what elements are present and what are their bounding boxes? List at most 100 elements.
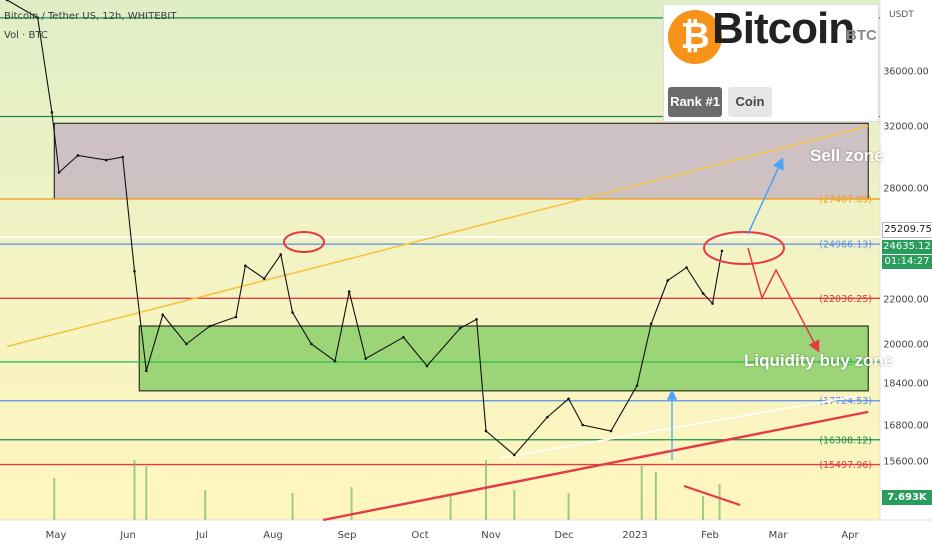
y-tick-label: 22000.00 [883, 295, 928, 306]
current-price-label: 24635.12 [882, 240, 932, 254]
x-tick-label: Mar [769, 530, 789, 541]
sell-zone-box [53, 122, 869, 200]
coin-type-badge: Coin [728, 87, 772, 117]
volume-bar [145, 466, 148, 520]
price-point [475, 317, 478, 321]
rank-badge: Rank #1 [668, 87, 722, 117]
currency-label: USDT [889, 10, 914, 20]
price-point [244, 264, 247, 268]
y-tick-label: 28000.00 [883, 184, 928, 195]
price-point [57, 171, 61, 174]
level-label: (19263.96) [819, 357, 872, 368]
price-point [701, 292, 705, 295]
price-point [5, 0, 9, 2]
volume-bar [204, 490, 207, 520]
price-point [234, 315, 238, 319]
price-point [291, 311, 294, 314]
price-point [649, 322, 653, 326]
price-point [104, 158, 108, 162]
price-point [279, 253, 283, 256]
price-point [581, 423, 585, 427]
x-tick-label: Apr [841, 530, 859, 541]
volume-title: Vol · BTC [4, 30, 48, 41]
volume-bar [567, 493, 570, 520]
level-label: (15497.96) [819, 460, 872, 471]
price-point [402, 335, 405, 339]
price-point [546, 415, 549, 419]
price-point [609, 429, 613, 433]
x-tick-label: Aug [263, 530, 283, 541]
buy-zone-label: Liquidity buy zone [744, 351, 894, 370]
bitcoin-icon: ₿ [668, 10, 722, 64]
trendline-inner-support [500, 395, 857, 459]
volume-bar [513, 490, 516, 520]
volume-bar [291, 493, 294, 520]
price-point [161, 313, 165, 317]
price-point [567, 397, 570, 401]
price-point [425, 364, 429, 368]
y-tick-label: 18400.00 [883, 379, 928, 390]
up-arrow [747, 157, 784, 235]
x-tick-label: May [46, 530, 67, 541]
price-point [458, 326, 462, 330]
trendline-support [322, 410, 869, 522]
level-label: (22036.25) [819, 294, 872, 305]
level-label: (24966.13) [819, 240, 872, 251]
x-tick-label: Jul [195, 530, 208, 541]
y-tick-label: 20000.00 [883, 340, 928, 351]
x-tick-label: Jun [119, 530, 136, 541]
volume-bar [53, 478, 56, 520]
volume-decline-arrow [683, 485, 741, 506]
time-scale-background [0, 520, 932, 550]
buy-zone-box [138, 325, 869, 392]
price-point [144, 369, 148, 373]
price-point [347, 290, 351, 293]
price-point [484, 429, 488, 433]
trendline-resistance [6, 125, 869, 348]
price-point [720, 249, 724, 253]
x-tick-label: 2023 [622, 530, 647, 541]
price-point [121, 155, 124, 159]
x-tick-label: Oct [411, 530, 428, 541]
price-point [635, 384, 639, 387]
sell-zone-label: Sell zone [810, 146, 884, 165]
price-point [50, 110, 54, 114]
price-point [76, 154, 80, 157]
price-point [262, 277, 266, 280]
symbol-title: Bitcoin / Tether US, 12h, WHITEBIT [4, 11, 177, 22]
level-label: (17724.53) [819, 396, 872, 407]
volume-bar [718, 484, 721, 520]
price-point [513, 453, 516, 457]
top-circle-highlight [283, 231, 325, 253]
volume-bar [485, 460, 488, 520]
bitcoin-logo-card: ₿ Bitcoin BTC Rank #1 Coin [663, 4, 879, 122]
line-price-label: 25209.75 [882, 222, 932, 238]
recent-top-circle-highlight [703, 231, 785, 265]
volume-bar [350, 487, 353, 520]
x-tick-label: Sep [338, 530, 357, 541]
y-tick-label: 16800.00 [883, 421, 928, 432]
volume-bar [640, 466, 643, 520]
y-tick-label: 15600.00 [883, 457, 928, 468]
price-point [685, 266, 688, 269]
price-point [333, 359, 337, 363]
volume-bar [702, 496, 705, 520]
price-point [185, 342, 188, 346]
y-tick-label: 36000.00 [883, 67, 928, 78]
price-point [666, 279, 669, 282]
price-point [133, 269, 136, 273]
price-point [36, 16, 40, 20]
countdown-label: 01:14:27 [882, 255, 932, 269]
down-arrow [747, 247, 820, 353]
volume-value-label: 7.693K [882, 490, 932, 505]
price-point [208, 324, 212, 328]
price-point [364, 357, 367, 360]
volume-bar [133, 460, 136, 520]
x-tick-label: Feb [701, 530, 719, 541]
volume-bar [654, 472, 657, 520]
price-line [6, 0, 723, 456]
coin-name: Bitcoin [712, 4, 855, 53]
x-tick-label: Dec [554, 530, 573, 541]
volume-bar [449, 496, 452, 520]
